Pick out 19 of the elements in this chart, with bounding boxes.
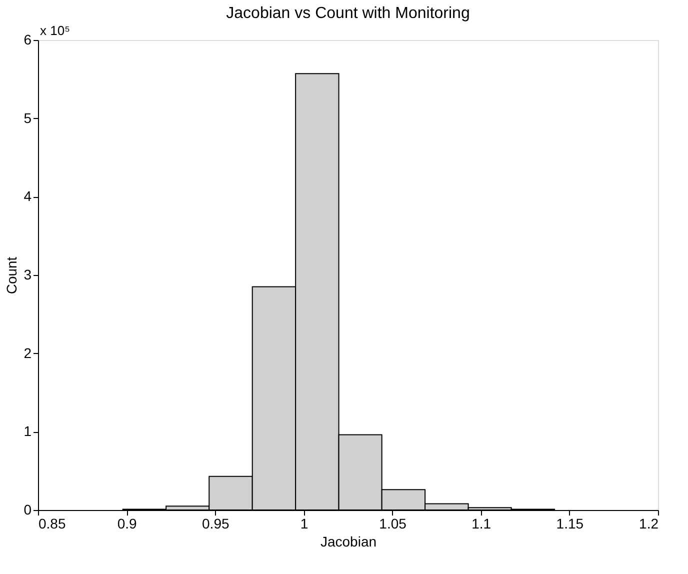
y-tick-label: 2 bbox=[24, 344, 32, 361]
y-tick-label: 0 bbox=[24, 502, 32, 518]
x-tick-label: 1 bbox=[300, 516, 308, 532]
y-tick-label: 6 bbox=[24, 32, 32, 48]
x-tick-label: 0.95 bbox=[202, 516, 230, 532]
chart-title: Jacobian vs Count with Monitoring bbox=[226, 5, 470, 22]
x-tick-label: 1.1 bbox=[472, 516, 492, 532]
text: x 10⁵ bbox=[40, 23, 70, 38]
x-tick-label: 1.15 bbox=[556, 516, 584, 532]
x-tick-label: 0.85 bbox=[38, 516, 66, 532]
x-tick-label: 1.05 bbox=[379, 516, 407, 532]
y-axis-title: Count bbox=[4, 256, 20, 294]
y-tick-label: 1 bbox=[24, 423, 32, 440]
x-tick-label: 1.2 bbox=[639, 516, 659, 532]
y-tick-label: 3 bbox=[24, 266, 32, 282]
x-tick-label: 0.9 bbox=[117, 516, 138, 532]
y-tick-label: 5 bbox=[24, 110, 32, 126]
x-axis-title: Jacobian bbox=[320, 534, 377, 550]
y-tick-label: 4 bbox=[24, 188, 32, 204]
